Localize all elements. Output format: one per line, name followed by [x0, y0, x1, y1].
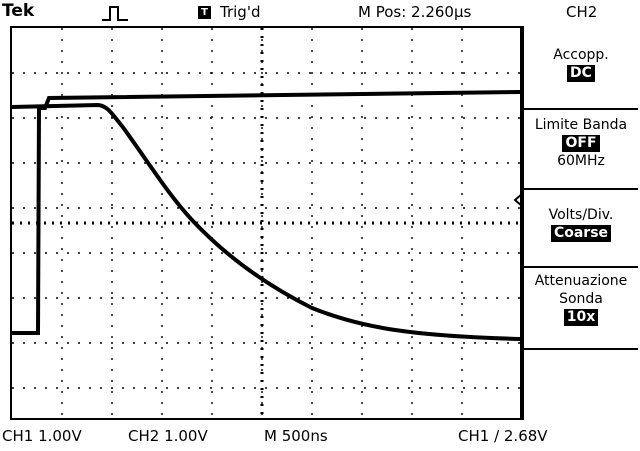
- ch2-trace: [11, 102, 521, 341]
- volts-div-label: Volts/Div.: [548, 207, 614, 223]
- horizontal-position: M Pos: 2.260µs: [358, 3, 472, 21]
- volts-div-menu-button[interactable]: Volts/Div. Coarse: [524, 190, 638, 268]
- waveform-display: [10, 26, 522, 420]
- channel-label: CH2: [566, 3, 598, 21]
- coupling-value: DC: [567, 65, 595, 82]
- ch1-trace: [12, 90, 521, 335]
- volts-div-value: Coarse: [550, 225, 612, 242]
- trigger-status: Trig'd: [220, 3, 261, 21]
- ch1-scale: CH1 1.00V: [2, 427, 82, 445]
- bandwidth-menu-button[interactable]: Limite Banda OFF 60MHz: [524, 110, 638, 190]
- brand-label: Tek: [2, 1, 35, 21]
- side-menu: Accopp. DC Limite Banda OFF 60MHz Volts/…: [524, 26, 638, 420]
- coupling-label: Accopp.: [553, 47, 609, 63]
- probe-menu-button[interactable]: Attenuazione Sonda 10x: [524, 268, 638, 350]
- trigger-level: CH1 ∕ 2.68V: [458, 427, 548, 445]
- trigger-pulse-icon: [102, 6, 128, 21]
- scale-bar: CH1 1.00V CH2 1.00V M 500ns CH1 ∕ 2.68V: [0, 421, 640, 451]
- trigger-icon: T: [198, 6, 211, 19]
- screen-divider: [522, 26, 524, 420]
- probe-label: Attenuazione: [534, 273, 628, 289]
- probe-value: 10x: [563, 309, 599, 326]
- bandwidth-freq: 60MHz: [557, 153, 605, 169]
- arrow-left-icon: [513, 193, 523, 207]
- timebase: M 500ns: [264, 427, 328, 445]
- ch2-scale: CH2 1.00V: [128, 427, 208, 445]
- bandwidth-label: Limite Banda: [534, 117, 628, 133]
- status-bar: Tek T Trig'd M Pos: 2.260µs CH2: [0, 0, 640, 26]
- probe-label-2: Sonda: [559, 291, 603, 307]
- graticule: [11, 28, 521, 418]
- coupling-menu-button[interactable]: Accopp. DC: [524, 26, 638, 110]
- bandwidth-value: OFF: [562, 135, 600, 152]
